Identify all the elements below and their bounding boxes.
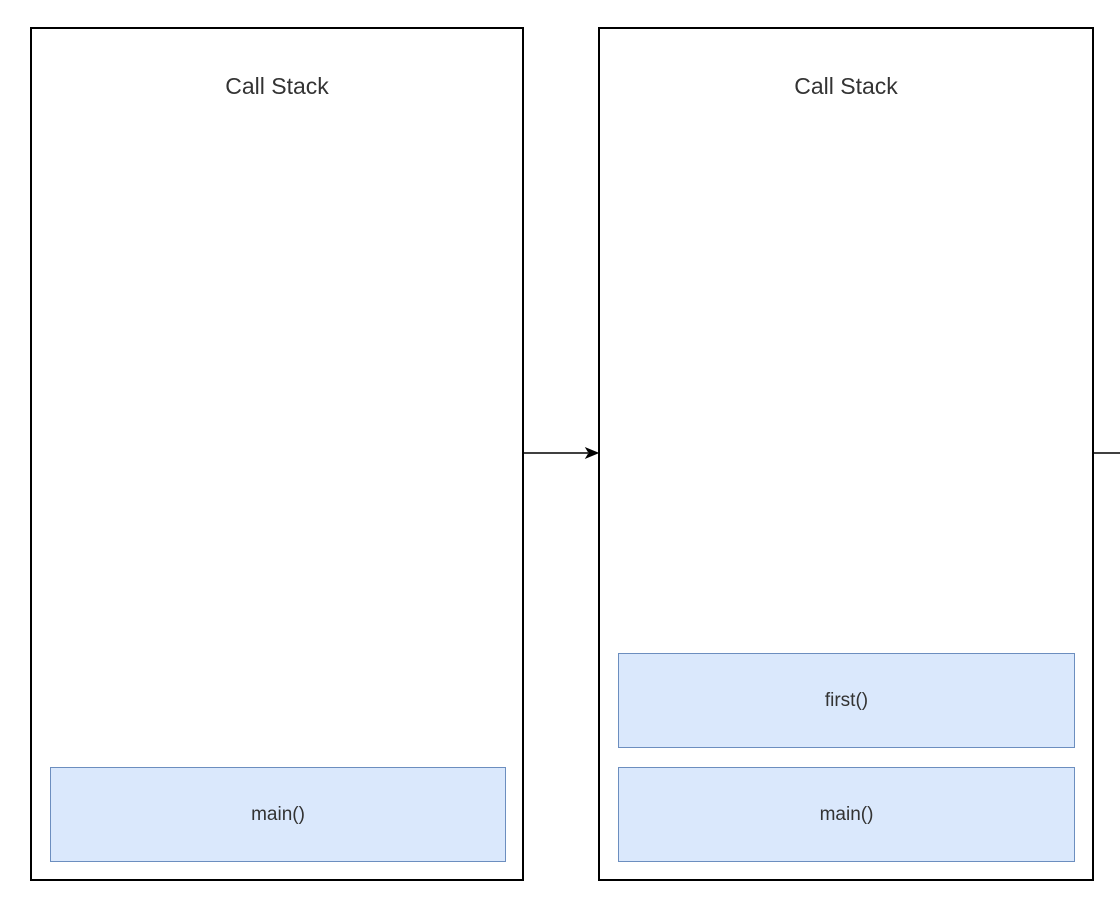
stack-frame-first: first() [618, 653, 1075, 748]
arrow-panel1-to-panel2 [524, 446, 600, 460]
call-stack-panel-1: Call Stack main() [30, 27, 524, 881]
call-stack-panel-2: Call Stack first() main() [598, 27, 1094, 881]
call-stack-title: Call Stack [225, 73, 329, 99]
stack-frame-main: main() [618, 767, 1075, 862]
call-stack-title: Call Stack [794, 73, 898, 99]
stack-frame-main: main() [50, 767, 506, 862]
